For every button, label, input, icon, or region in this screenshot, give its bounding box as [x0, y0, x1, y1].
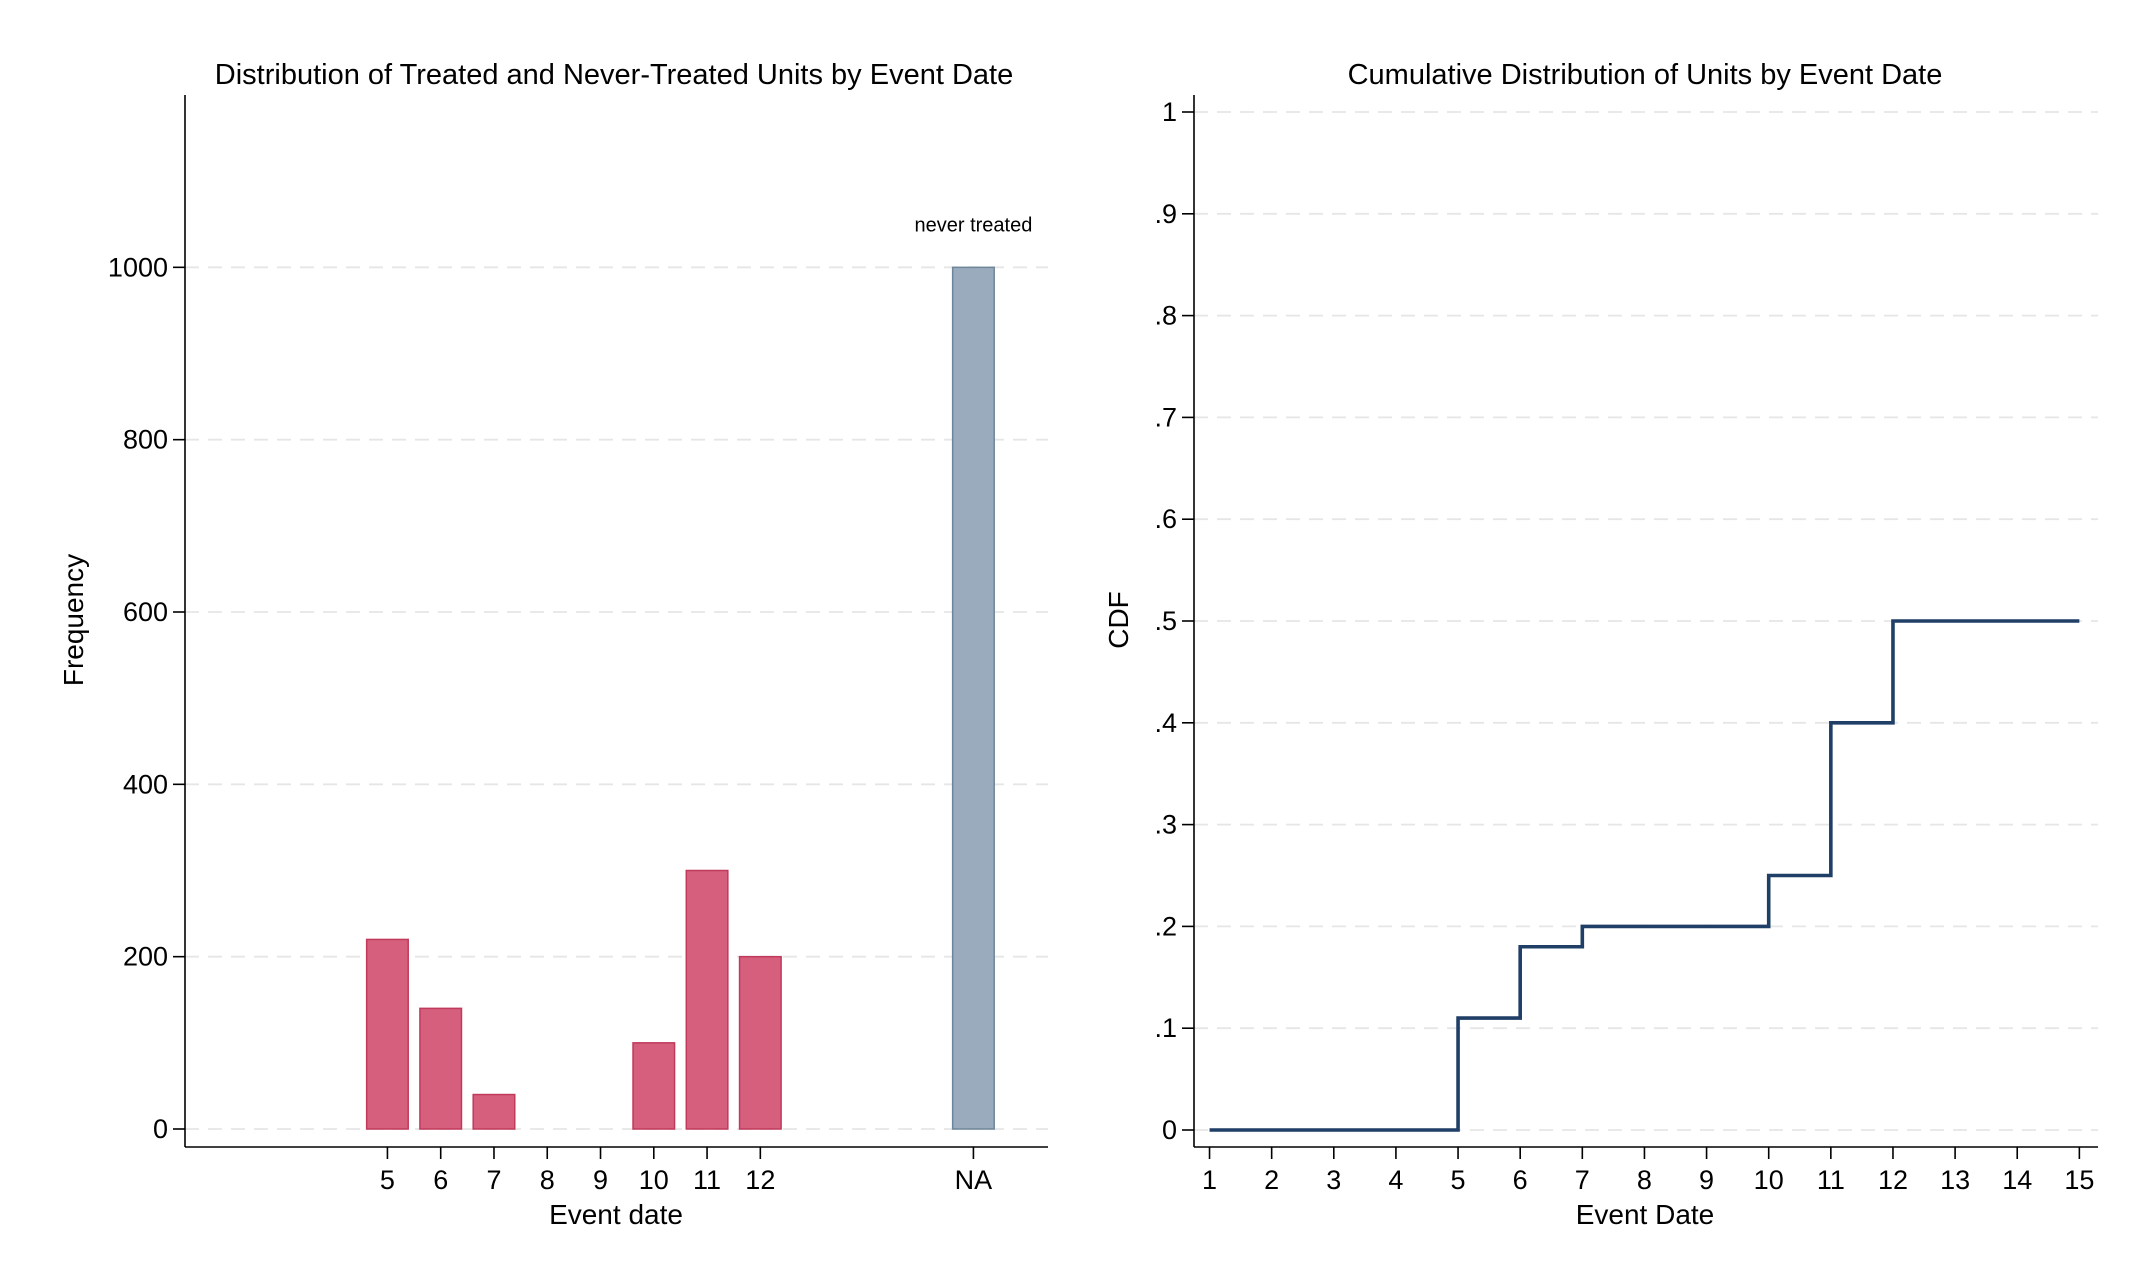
- left-x-tick-label: 8: [540, 1165, 555, 1195]
- right-x-tick-label: 12: [1878, 1165, 1908, 1195]
- right-y-tick-label: .6: [1154, 504, 1177, 534]
- right-y-tick-label: .3: [1154, 810, 1177, 840]
- left-y-tick-label: 400: [123, 769, 168, 799]
- right-x-tick-label: 5: [1451, 1165, 1466, 1195]
- left-y-tick-label: 600: [123, 597, 168, 627]
- right-x-tick-label: 8: [1637, 1165, 1652, 1195]
- right-x-tick-label: 1: [1202, 1165, 1217, 1195]
- left-x-ticks: 5 6 7 8 9 10 11 12 NA: [380, 1147, 992, 1195]
- left-y-tick-label: 800: [123, 425, 168, 455]
- right-x-tick-label: 10: [1754, 1165, 1784, 1195]
- right-y-tick-label: .9: [1154, 199, 1177, 229]
- left-annotations: never treated: [914, 214, 1032, 236]
- left-x-tick-label: NA: [955, 1165, 993, 1195]
- left-x-tick-label: 10: [639, 1165, 669, 1195]
- right-x-tick-label: 6: [1513, 1165, 1528, 1195]
- left-x-axis-title: Event date: [549, 1199, 683, 1230]
- left-bars: [365, 266, 995, 1130]
- right-x-tick-label: 13: [1940, 1165, 1970, 1195]
- left-y-tick-label: 1000: [108, 252, 168, 282]
- right-y-tick-label: .5: [1154, 606, 1177, 636]
- right-x-tick-label: 2: [1264, 1165, 1279, 1195]
- right-y-tick-label: .8: [1154, 301, 1177, 331]
- right-x-axis-title: Event Date: [1576, 1199, 1715, 1230]
- right-y-tick-label: .7: [1154, 402, 1177, 432]
- right-x-ticks: 1 2 3 4 5 6 7 8 9 10 11 12 13 14 15: [1202, 1147, 2094, 1195]
- left-x-tick-label: 5: [380, 1165, 395, 1195]
- right-x-tick-label: 4: [1388, 1165, 1403, 1195]
- left-x-tick-label: 12: [745, 1165, 775, 1195]
- treated-bar: [419, 1007, 463, 1130]
- right-y-tick-label: 0: [1162, 1115, 1177, 1145]
- right-x-tick-label: 11: [1817, 1165, 1845, 1195]
- left-y-tick-label: 0: [153, 1114, 168, 1144]
- right-y-tick-label: .2: [1154, 911, 1177, 941]
- treated-bar: [365, 938, 409, 1130]
- treated-bar: [472, 1093, 516, 1130]
- treated-bar: [632, 1042, 676, 1130]
- left-chart-title: Distribution of Treated and Never-Treate…: [215, 59, 1013, 91]
- right-y-tick-label: 1: [1162, 97, 1177, 127]
- never-treated-annotation: never treated: [914, 214, 1032, 236]
- right-x-tick-label: 9: [1699, 1165, 1714, 1195]
- treated-bar: [685, 869, 729, 1130]
- left-x-tick-label: 9: [593, 1165, 608, 1195]
- cdf-points: [1209, 620, 2080, 1131]
- right-x-tick-label: 14: [2002, 1165, 2032, 1195]
- frequency-bar-chart: Distribution of Treated and Never-Treate…: [58, 59, 1048, 1230]
- cdf-line-chart: Cumulative Distribution of Units by Even…: [1103, 59, 2098, 1230]
- right-y-ticks: 0 .1 .2 .3 .4 .5 .6 .7 .8 .9 1: [1154, 97, 1194, 1145]
- right-x-tick-label: 3: [1326, 1165, 1341, 1195]
- right-y-tick-label: .4: [1154, 708, 1177, 738]
- left-x-tick-label: 7: [486, 1165, 501, 1195]
- right-y-tick-label: .1: [1154, 1013, 1177, 1043]
- treated-bar: [738, 955, 782, 1130]
- left-x-tick-label: 11: [693, 1165, 721, 1195]
- right-x-tick-label: 15: [2064, 1165, 2094, 1195]
- left-y-tick-label: 200: [123, 942, 168, 972]
- left-gridlines: [185, 266, 1048, 1130]
- never-treated-bar: [951, 266, 995, 1130]
- left-y-axis-title: Frequency: [58, 554, 89, 686]
- right-y-axis-title: CDF: [1103, 591, 1134, 649]
- right-chart-title: Cumulative Distribution of Units by Even…: [1348, 59, 1943, 91]
- left-x-tick-label: 6: [433, 1165, 448, 1195]
- right-x-tick-label: 7: [1575, 1165, 1590, 1195]
- left-y-ticks: 0 200 400 600 800 1000: [108, 252, 185, 1144]
